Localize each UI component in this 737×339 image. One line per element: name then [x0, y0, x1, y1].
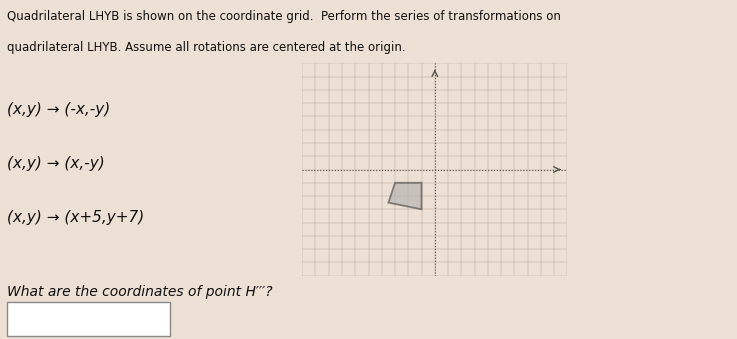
Text: Quadrilateral LHYB is shown on the coordinate grid.  Perform the series of trans: Quadrilateral LHYB is shown on the coord… — [7, 10, 562, 23]
Text: quadrilateral LHYB. Assume all rotations are centered at the origin.: quadrilateral LHYB. Assume all rotations… — [7, 41, 406, 54]
Text: (x,y) → (x+5,y+7): (x,y) → (x+5,y+7) — [7, 210, 144, 225]
FancyBboxPatch shape — [7, 302, 170, 336]
Text: What are the coordinates of point H′′′?: What are the coordinates of point H′′′? — [7, 285, 273, 299]
Text: (x,y) → (x,-y): (x,y) → (x,-y) — [7, 156, 105, 171]
Text: (x,y) → (-x,-y): (x,y) → (-x,-y) — [7, 102, 111, 117]
Polygon shape — [388, 183, 422, 209]
